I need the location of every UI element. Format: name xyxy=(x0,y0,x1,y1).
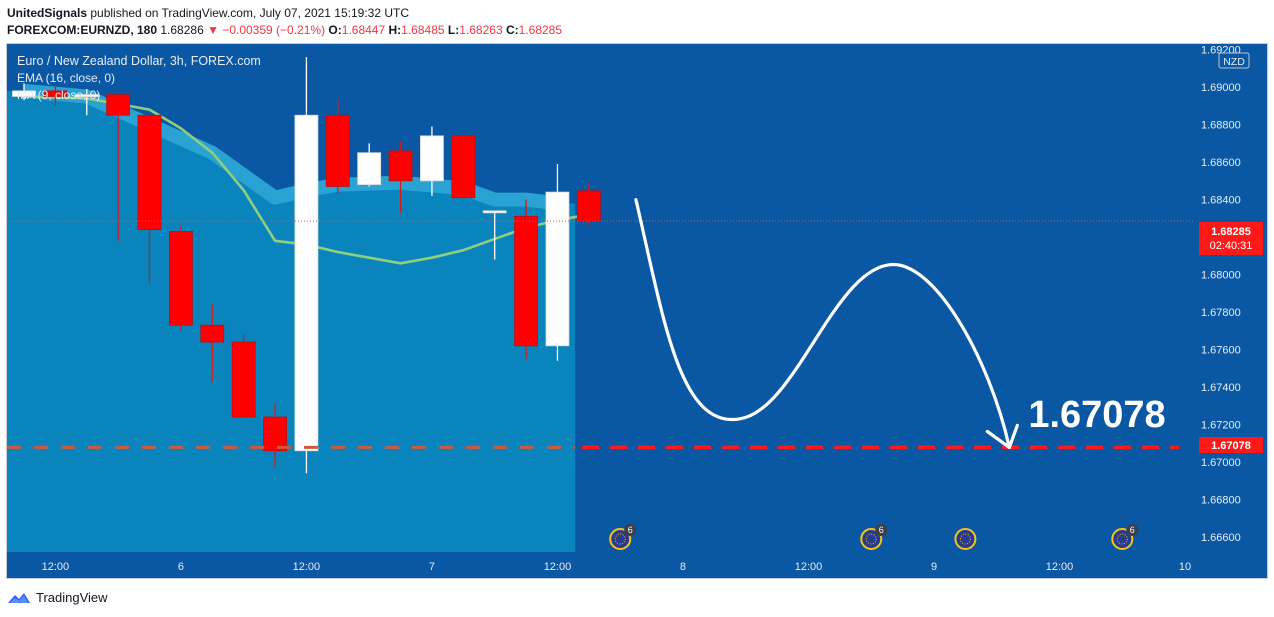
x-tick-label: 8 xyxy=(680,561,686,573)
candle-body[interactable] xyxy=(168,231,193,326)
candle-body[interactable] xyxy=(200,324,225,343)
low-label: L: xyxy=(447,23,460,37)
event-count: 6 xyxy=(1130,525,1135,535)
high-value: 1.68485 xyxy=(401,23,445,37)
price-chart[interactable]: 6 6 6 12:00 6 12:00 7 12:00 8 12:00 9 12:00 10 1.692… xyxy=(7,44,1268,579)
close-label: C: xyxy=(505,23,519,37)
candle-body[interactable] xyxy=(514,216,538,347)
high-label: H: xyxy=(388,23,402,37)
y-tick-label: 1.68600 xyxy=(1201,157,1241,169)
y-tick-label: 1.69200 xyxy=(1201,45,1241,57)
candle-body[interactable] xyxy=(482,210,507,214)
event-count-badge xyxy=(624,524,637,536)
current-price-label: 1.68285 xyxy=(1211,226,1251,238)
y-tick-label: 1.68400 xyxy=(1201,195,1241,207)
author-name[interactable]: UnitedSignals xyxy=(7,6,88,20)
y-tick-label: 1.68800 xyxy=(1201,120,1241,132)
published-text: published on TradingView.com, July 07, 2… xyxy=(90,6,410,20)
event-count: 6 xyxy=(628,525,633,535)
y-tick-label: 1.67000 xyxy=(1201,457,1241,469)
event-count: 6 xyxy=(879,525,884,535)
economic-event-icon[interactable] xyxy=(609,528,632,550)
legend-title: Euro / New Zealand Dollar, 3h, FOREX.com xyxy=(17,54,261,68)
open-value: 1.68447 xyxy=(341,23,386,37)
event-count-badge xyxy=(1126,524,1139,536)
candle-body[interactable] xyxy=(294,114,319,452)
target-annotation: 1.67078 xyxy=(1028,394,1165,436)
candle-body[interactable] xyxy=(325,114,350,187)
legend-ma[interactable]: MA (9, close, 0) xyxy=(17,88,100,102)
event-count-badge xyxy=(875,524,888,536)
candle-body[interactable] xyxy=(357,152,382,185)
x-tick-label: 12:00 xyxy=(544,561,572,573)
x-tick-label: 9 xyxy=(931,561,937,573)
countdown-label: 02:40:31 xyxy=(1210,240,1253,252)
y-tick-label: 1.69000 xyxy=(1201,82,1241,94)
publish-line: UnitedSignals published on TradingView.c… xyxy=(7,5,562,22)
y-tick-label: 1.66600 xyxy=(1201,532,1241,544)
economic-event-icon[interactable] xyxy=(1111,528,1134,550)
y-tick-label: 1.67400 xyxy=(1201,382,1241,394)
tradingview-logo-icon xyxy=(8,592,30,603)
candle-body[interactable] xyxy=(451,135,476,199)
eu-stars-icon xyxy=(1116,533,1128,545)
low-value: 1.68263 xyxy=(459,23,503,37)
x-tick-label: 10 xyxy=(1179,561,1191,573)
candle-body[interactable] xyxy=(231,341,256,418)
y-tick-label: 1.67200 xyxy=(1201,420,1241,432)
projection-arrowhead xyxy=(985,423,1019,450)
y-tick-label: 1.67800 xyxy=(1201,307,1241,319)
ma-line[interactable] xyxy=(23,95,590,265)
x-tick-label: 12:00 xyxy=(293,561,321,573)
ohlc-line: FOREXCOM:EURNZD, 180 1.68286 ▼ −0.00359 … xyxy=(7,22,562,39)
eu-stars-icon xyxy=(614,533,626,545)
y-tick-label: 1.68000 xyxy=(1201,270,1241,282)
candle-body[interactable] xyxy=(74,94,99,98)
currency-badge-frame[interactable] xyxy=(1218,52,1250,69)
close-value: 1.68285 xyxy=(518,23,563,37)
candle-body[interactable] xyxy=(545,191,570,347)
footer-brand[interactable]: TradingView xyxy=(7,590,108,605)
target-price-label: 1.67078 xyxy=(1211,440,1251,452)
x-tick-label: 12:00 xyxy=(42,561,70,573)
y-tick-label: 1.67600 xyxy=(1201,345,1241,357)
chart-frame[interactable]: 6 6 6 12:00 6 12:00 7 12:00 8 12:00 9 12:00 10 1.692… xyxy=(6,43,1268,579)
candle-body[interactable] xyxy=(12,90,36,97)
candle-body[interactable] xyxy=(43,90,68,97)
projection-curve xyxy=(634,197,1011,450)
candle-body[interactable] xyxy=(263,416,287,452)
eu-stars-icon xyxy=(959,533,971,545)
open-label: O: xyxy=(328,23,342,37)
footer-brand-label: TradingView xyxy=(36,590,108,605)
legend-ema[interactable]: EMA (16, close, 0) xyxy=(17,71,115,85)
eu-stars-icon xyxy=(865,533,877,545)
economic-event-icon[interactable] xyxy=(954,528,977,550)
economic-event-icon[interactable] xyxy=(860,528,883,550)
candle-body[interactable] xyxy=(137,114,162,230)
x-tick-label: 12:00 xyxy=(1046,561,1074,573)
y-tick-label: 1.66800 xyxy=(1201,495,1241,507)
candle-body[interactable] xyxy=(388,150,413,182)
price-change: ▼ −0.00359 (−0.21%) xyxy=(207,23,326,37)
chart-header: UnitedSignals published on TradingView.c… xyxy=(7,5,562,39)
candle-body[interactable] xyxy=(106,94,131,116)
x-tick-label: 6 xyxy=(178,561,184,573)
x-tick-label: 12:00 xyxy=(795,561,823,573)
current-price-tag xyxy=(1199,222,1263,255)
candle-body[interactable] xyxy=(420,135,444,182)
target-price-tag xyxy=(1199,437,1263,453)
x-tick-label: 7 xyxy=(429,561,435,573)
symbol-label[interactable]: FOREXCOM:EURNZD, 180 xyxy=(7,23,158,37)
candle-body[interactable] xyxy=(576,190,601,222)
last-price: 1.68286 xyxy=(160,23,204,37)
time-axis[interactable] xyxy=(7,552,1268,579)
currency-badge: NZD xyxy=(1223,56,1245,68)
